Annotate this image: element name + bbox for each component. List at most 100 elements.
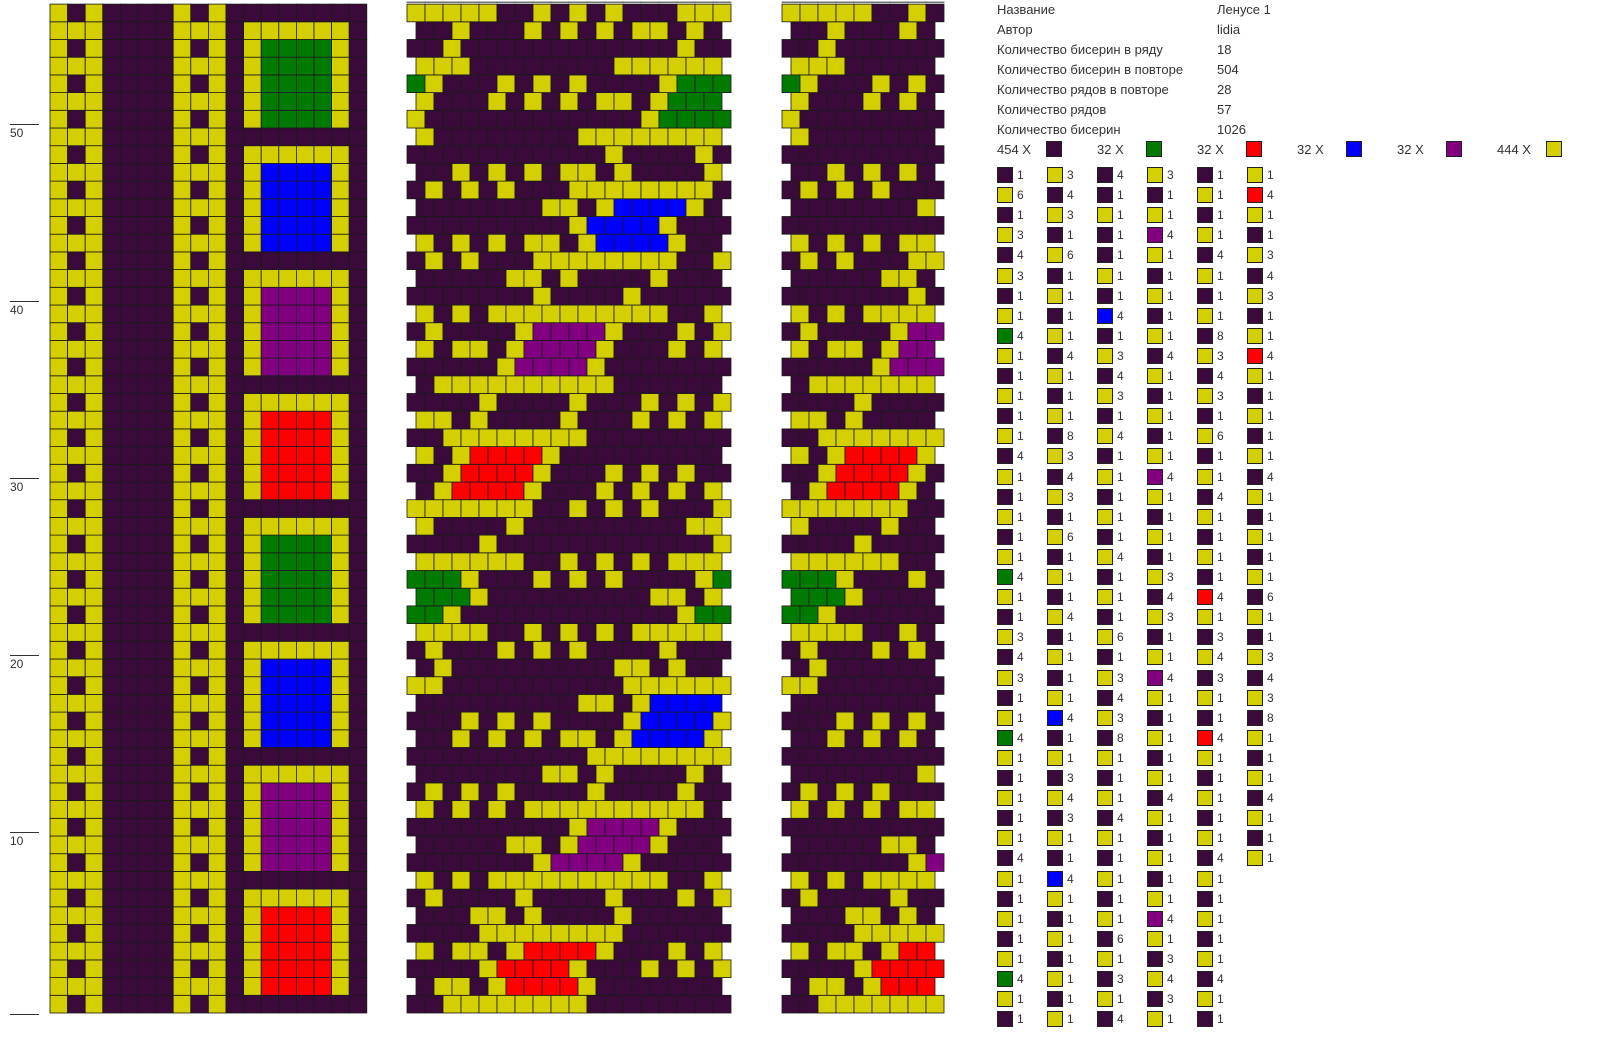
bead — [137, 835, 157, 855]
bead — [243, 180, 262, 200]
bead — [853, 640, 873, 660]
sequence-swatch — [1147, 950, 1163, 967]
bead — [313, 21, 333, 40]
bead — [523, 410, 543, 430]
sequence-swatch — [1047, 548, 1063, 565]
bead — [496, 3, 516, 23]
bead — [225, 977, 245, 996]
bead — [880, 304, 900, 324]
bead — [907, 463, 927, 483]
sequence-swatch — [1147, 287, 1163, 304]
sequence-swatch — [1197, 267, 1213, 284]
bead — [207, 959, 227, 979]
sequence-count: 1 — [1017, 871, 1024, 886]
sequence-swatch — [1147, 870, 1163, 887]
bead — [532, 499, 552, 518]
bead — [313, 375, 333, 394]
bead — [889, 286, 909, 306]
sequence-count: 4 — [1117, 168, 1124, 182]
bead — [84, 375, 104, 394]
sequence-swatch — [1097, 408, 1113, 425]
bead — [871, 676, 891, 695]
bead — [225, 21, 245, 40]
sequence-count: 3 — [1267, 650, 1274, 665]
bead — [313, 676, 333, 695]
bead — [348, 694, 368, 713]
sequence-swatch — [1097, 207, 1113, 224]
bead — [694, 534, 714, 554]
bead — [120, 658, 139, 678]
bead — [295, 517, 315, 536]
sequence-count: 6 — [1067, 529, 1074, 544]
bead — [415, 835, 435, 855]
bead — [102, 251, 121, 270]
bead — [415, 269, 435, 288]
bead — [523, 162, 543, 182]
bead — [550, 924, 570, 943]
bead — [898, 92, 918, 111]
bead — [225, 357, 245, 377]
bead — [790, 977, 810, 996]
bead — [260, 817, 280, 837]
sequence-swatch — [1197, 408, 1213, 425]
info-value: 28 — [1217, 82, 1232, 97]
bead — [826, 587, 846, 607]
bead — [120, 534, 139, 554]
bead — [172, 817, 192, 837]
bead — [260, 534, 280, 554]
bead — [550, 393, 570, 412]
bead — [898, 304, 918, 324]
bead — [243, 74, 262, 94]
bead — [102, 676, 121, 695]
bead — [451, 729, 471, 748]
sequence-swatch — [1097, 347, 1113, 364]
info-label: Количество рядов в повторе — [997, 82, 1169, 97]
bead — [243, 481, 262, 501]
bead — [916, 658, 936, 678]
bead — [622, 711, 642, 731]
bead — [577, 800, 597, 819]
sequence-swatch — [1097, 669, 1113, 686]
bead — [667, 127, 687, 147]
bead — [278, 552, 297, 571]
bead — [790, 446, 810, 465]
bead — [137, 251, 157, 270]
bead — [595, 623, 615, 642]
bead — [49, 959, 69, 979]
bead — [826, 764, 846, 784]
bead — [835, 428, 855, 447]
bead — [781, 109, 801, 129]
bead — [67, 623, 86, 642]
sequence-count: 1 — [1167, 549, 1174, 564]
sequence-swatch — [1047, 187, 1063, 204]
bead — [172, 959, 192, 979]
bead — [631, 92, 651, 111]
bead — [49, 623, 69, 642]
sequence-swatch — [1147, 1011, 1163, 1028]
bead — [826, 658, 846, 678]
bead — [406, 357, 426, 377]
bead — [712, 853, 732, 872]
bead — [331, 694, 350, 713]
bead — [225, 499, 245, 518]
bead — [331, 92, 350, 111]
bead — [790, 198, 810, 217]
bead — [496, 74, 516, 94]
bead — [243, 517, 262, 536]
bead — [415, 339, 435, 359]
bead — [676, 782, 696, 802]
bead — [451, 800, 471, 819]
bead — [532, 711, 552, 731]
bead — [487, 871, 507, 890]
sequence-count: 4 — [1117, 549, 1124, 564]
bead — [172, 623, 192, 642]
bead — [331, 21, 350, 40]
bead — [532, 74, 552, 94]
bead — [460, 3, 480, 23]
bead — [313, 924, 333, 943]
bead — [278, 977, 297, 996]
sequence-swatch — [1247, 709, 1263, 726]
sequence-count: 1 — [1017, 891, 1024, 906]
sequence-swatch — [1097, 870, 1113, 887]
bead — [862, 941, 882, 961]
